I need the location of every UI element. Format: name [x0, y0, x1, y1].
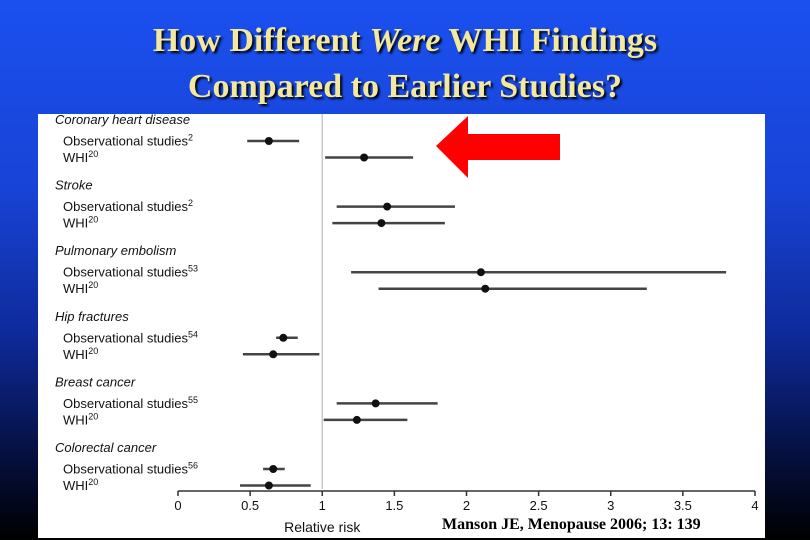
red-arrow-icon — [436, 116, 560, 178]
group-label: Stroke — [55, 178, 93, 193]
x-tick-label: 3.5 — [674, 498, 692, 513]
estimate-point — [476, 268, 485, 277]
slide-title-line-2: Compared to Earlier Studies? — [187, 68, 623, 105]
row-label: Observational studies2 — [63, 133, 193, 149]
x-tick-label: 0.5 — [241, 498, 259, 513]
estimate-point — [360, 153, 369, 162]
x-axis-label: Relative risk — [284, 519, 361, 535]
estimate-point — [383, 202, 392, 211]
x-tick-label: 1 — [319, 498, 326, 513]
row-label: Observational studies55 — [63, 395, 198, 411]
row-label: WHI20 — [63, 477, 98, 493]
estimate-point — [352, 415, 361, 424]
estimate-point — [371, 399, 380, 408]
slide-title: How Different Were WHI Findings Compared… — [0, 18, 810, 110]
title-text-emphasis: Were — [369, 22, 441, 59]
forest-plot: Coronary heart disease Observational stud… — [55, 114, 759, 535]
citation: Manson JE, Menopause 2006; 13: 139 — [442, 516, 701, 533]
estimate-point — [279, 333, 288, 342]
estimate-point — [377, 219, 386, 228]
row-label: Observational studies53 — [63, 264, 198, 280]
row-label: Observational studies2 — [63, 198, 193, 214]
title-text-part-c: WHI Findings — [440, 22, 658, 59]
group-label: Hip fractures — [55, 309, 129, 324]
x-tick-label: 0 — [174, 498, 181, 513]
x-tick-label: 2 — [463, 498, 470, 513]
x-tick-label: 2.5 — [530, 498, 548, 513]
row-label: Observational studies56 — [63, 461, 198, 477]
estimate-point — [269, 465, 278, 473]
title-text-part-a: How Different — [152, 22, 370, 59]
estimate-point — [264, 481, 273, 490]
row-label: WHI20 — [63, 346, 98, 362]
row-label: WHI20 — [63, 149, 98, 165]
estimate-point — [269, 350, 278, 359]
group-label: Breast cancer — [55, 374, 136, 389]
row-label: WHI20 — [63, 215, 98, 231]
group-label: Pulmonary embolism — [55, 243, 177, 258]
forest-plot-panel: Coronary heart disease Observational stud… — [38, 114, 765, 538]
group-label: Colorectal cancer — [55, 440, 157, 455]
x-tick-label: 3 — [607, 498, 614, 513]
estimate-point — [264, 137, 273, 145]
x-tick-label: 4 — [751, 498, 758, 513]
row-label: Observational studies54 — [63, 329, 198, 345]
row-label: WHI20 — [63, 411, 98, 427]
estimate-point — [481, 284, 490, 293]
row-label: WHI20 — [63, 280, 98, 296]
x-tick-label: 1.5 — [385, 498, 403, 513]
slide-title-line-1: How Different Were WHI Findings — [0, 18, 810, 64]
group-label: Coronary heart disease — [55, 114, 190, 127]
